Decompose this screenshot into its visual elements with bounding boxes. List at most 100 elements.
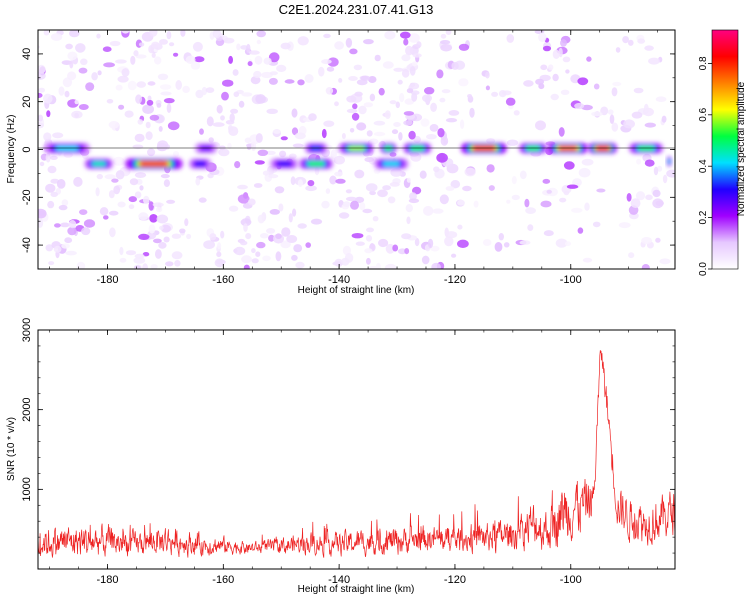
spectrogram-speckle <box>333 155 345 165</box>
spectrogram-speckle <box>121 30 130 34</box>
spectrogram-speckle <box>53 245 62 253</box>
spectrogram-ridge <box>373 158 409 170</box>
spectrogram-speckle <box>158 125 163 132</box>
spectrogram-speckle <box>199 128 204 135</box>
spectrogram-speckle <box>274 186 285 194</box>
spectrogram-speckle <box>441 89 451 94</box>
spectrogram-speckle <box>458 43 470 51</box>
spectrogram-speckle <box>61 243 70 249</box>
spectrogram-speckle <box>406 88 414 94</box>
spectrogram-speckle <box>180 30 186 37</box>
spectrogram-speckle <box>256 39 261 45</box>
spectrogram-speckle <box>147 148 156 157</box>
spectrogram-speckle <box>253 183 263 188</box>
spectrogram-speckle <box>276 64 287 72</box>
spectrogram-speckle <box>618 222 631 229</box>
spectrogram-speckle <box>149 30 158 37</box>
spectrogram-speckle <box>156 214 169 224</box>
colorbar-gradient <box>711 29 739 270</box>
spectrogram-speckle <box>156 103 162 108</box>
spectrogram-speckle <box>234 161 241 169</box>
spectrogram-speckle <box>445 118 458 123</box>
spectrogram-speckle <box>91 72 98 81</box>
spectrogram-ridge <box>188 158 212 170</box>
spectrogram-speckle <box>401 233 412 240</box>
spectrogram-speckle <box>230 108 239 114</box>
x-tick-label: -140 <box>328 274 350 286</box>
spectrogram-speckle <box>368 76 377 83</box>
spectrogram-speckle <box>56 179 66 189</box>
spectrogram-speckle <box>220 115 225 121</box>
spectrogram-speckle <box>294 132 306 140</box>
spectrogram-speckle <box>482 239 492 246</box>
spectrogram-speckle <box>535 78 545 85</box>
spectrogram-speckle <box>611 87 618 97</box>
spectrogram-speckle <box>79 209 88 216</box>
spectrogram-speckle <box>49 155 58 160</box>
spectrogram-speckle <box>409 66 416 76</box>
spectrogram-speckle <box>369 243 375 251</box>
spectrogram-speckle <box>203 240 216 250</box>
spectrogram-speckle <box>321 200 330 209</box>
spectrogram-speckle <box>212 122 225 127</box>
spectrogram-speckle <box>127 80 137 91</box>
spectrogram-y-ticks: -40 -20 0 20 40 <box>21 29 675 270</box>
spectrogram-speckle <box>201 86 208 96</box>
spectrogram-speckle <box>278 203 284 212</box>
spectrogram-speckle <box>655 237 661 243</box>
spectrogram-speckle <box>351 112 360 121</box>
spectrogram-speckle <box>58 204 68 211</box>
spectrogram-speckle <box>251 258 259 264</box>
spectrogram-speckle <box>81 227 91 236</box>
spectrogram-speckle <box>166 103 172 113</box>
spectrogram-ridge <box>194 142 218 154</box>
spectrogram-speckle <box>212 30 222 39</box>
spectrogram-speckle <box>171 251 183 260</box>
spectrogram-y-axis-label: Frequency (Hz) <box>6 115 17 184</box>
spectrogram-speckle <box>457 199 465 206</box>
spectrogram-speckle <box>655 96 667 102</box>
spectrogram-speckle <box>74 112 79 118</box>
spectrogram-speckle <box>237 194 250 204</box>
spectrogram-speckle <box>559 197 567 203</box>
spectrogram-speckle <box>174 260 181 267</box>
spectrogram-speckle <box>486 164 495 173</box>
spectrogram-speckle <box>38 218 44 228</box>
spectrogram-speckle <box>216 251 222 258</box>
spectrogram-speckle <box>137 119 144 125</box>
spectrogram-speckle <box>486 138 496 144</box>
spectrogram-speckle <box>578 167 591 178</box>
spectrogram-speckle <box>378 238 389 248</box>
spectrogram-speckle <box>562 56 571 63</box>
spectrogram-speckle <box>636 158 642 165</box>
spectrogram-speckle <box>257 149 269 156</box>
spectrogram-speckle <box>375 262 381 269</box>
spectrogram-speckle <box>292 208 297 217</box>
spectrogram-speckle <box>250 76 261 85</box>
spectrogram-speckle <box>401 54 411 62</box>
spectrogram-speckle <box>329 175 337 185</box>
spectrogram-speckle <box>403 111 415 116</box>
spectrogram-speckle <box>334 41 344 50</box>
spectrogram-speckle <box>641 237 653 245</box>
spectrogram-speckle <box>240 218 252 227</box>
spectrogram-speckle <box>334 101 339 107</box>
spectrogram-speckle <box>62 77 73 88</box>
spectrogram-speckle <box>326 66 335 72</box>
spectrogram-speckle <box>103 215 109 220</box>
spectrogram-speckle <box>117 75 129 83</box>
spectrogram-speckle <box>52 132 64 139</box>
spectrogram-speckle <box>297 223 307 229</box>
spectrogram-speckle <box>308 113 317 121</box>
spectrogram-speckle <box>227 142 232 150</box>
spectrogram-speckle <box>134 191 142 199</box>
spectrogram-speckle <box>426 134 437 140</box>
spectrogram-speckle <box>373 168 381 174</box>
spectrogram-speckle <box>403 120 413 126</box>
spectrogram-speckle <box>133 257 146 264</box>
spectrogram-speckle <box>384 30 396 40</box>
spectrogram-speckle <box>430 245 440 252</box>
y-tick-label: 0 <box>21 146 33 152</box>
spectrogram-speckle <box>458 78 469 87</box>
spectrogram-speckle <box>362 208 373 214</box>
